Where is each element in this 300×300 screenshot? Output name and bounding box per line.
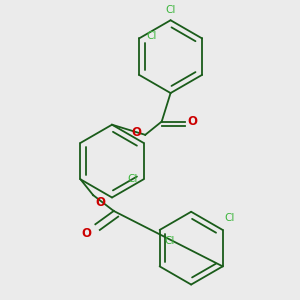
- Text: O: O: [95, 196, 105, 209]
- Text: O: O: [82, 227, 92, 240]
- Text: O: O: [187, 115, 197, 128]
- Text: Cl: Cl: [224, 213, 235, 223]
- Text: Cl: Cl: [164, 236, 174, 246]
- Text: O: O: [131, 126, 142, 140]
- Text: Cl: Cl: [128, 174, 138, 184]
- Text: Cl: Cl: [146, 31, 156, 41]
- Text: Cl: Cl: [165, 4, 176, 14]
